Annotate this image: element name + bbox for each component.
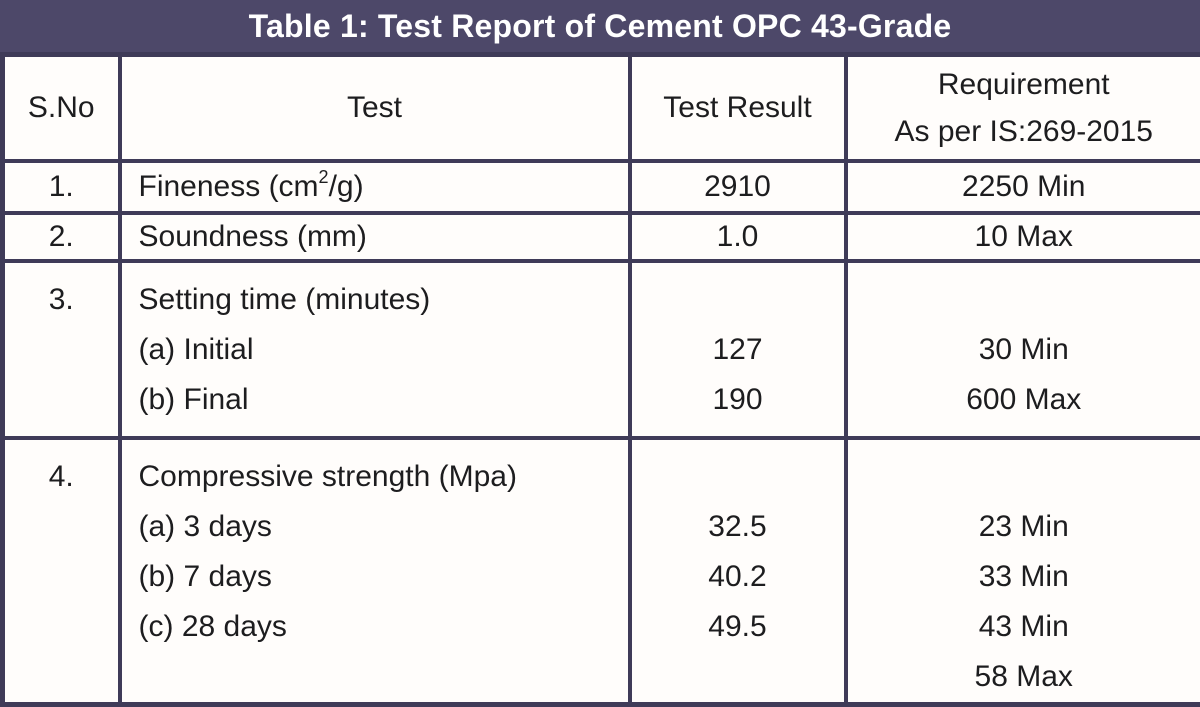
cell-test-name: Fineness (cm2/g) [120,161,630,213]
test-name-line: Compressive strength (Mpa) [139,452,628,502]
requirement-line-b: 600 Max [848,375,1200,425]
sno-text: 3. [5,275,118,325]
header-test: Test [120,55,630,161]
table-row-soundness: 2. Soundness (mm) 1.0 10 Max [3,213,1200,261]
requirement-line-a: 23 Min [848,502,1200,552]
requirement-line-a: 30 Min [848,325,1200,375]
result-line-c: 49.5 [632,602,844,652]
sno-text: 4. [5,452,118,502]
test-name-prefix: Fineness (cm [139,170,319,203]
cell-sno: 2. [3,213,120,261]
cell-requirement: 10 Max [846,213,1200,261]
cell-test-name: Compressive strength (Mpa) (a) 3 days (b… [120,438,630,705]
header-sno: S.No [3,55,120,161]
requirement-line-max: 58 Max [848,652,1200,702]
header-test-result: Test Result [630,55,846,161]
result-line-blank [632,452,844,502]
test-report-table: S.No Test Test Result Requirement As per… [0,52,1200,707]
result-line-a: 32.5 [632,502,844,552]
header-row: S.No Test Test Result Requirement As per… [3,55,1200,161]
result-line-b: 40.2 [632,552,844,602]
test-subitem-c: (c) 28 days [139,602,628,652]
header-requirement-line2: As per IS:269-2015 [848,108,1200,155]
unit-superscript: 2 [319,167,329,187]
cell-requirement: 23 Min 33 Min 43 Min 58 Max [846,438,1200,705]
result-line-a: 127 [632,325,844,375]
test-subitem-b: (b) Final [139,375,628,425]
cell-test-name: Soundness (mm) [120,213,630,261]
table-row-setting-time: 3. Setting time (minutes) (a) Initial (b… [3,261,1200,438]
table-row-fineness: 1. Fineness (cm2/g) 2910 2250 Min [3,161,1200,213]
cell-sno: 1. [3,161,120,213]
cell-test-result: 1.0 [630,213,846,261]
table-title: Table 1: Test Report of Cement OPC 43-Gr… [0,0,1200,52]
header-requirement: Requirement As per IS:269-2015 [846,55,1200,161]
cell-sno: 4. [3,438,120,705]
cell-test-result: 127 190 [630,261,846,438]
test-name-suffix: /g) [329,170,364,203]
test-subitem-a: (a) 3 days [139,502,628,552]
cell-test-name: Setting time (minutes) (a) Initial (b) F… [120,261,630,438]
cell-requirement: 2250 Min [846,161,1200,213]
cell-test-result: 2910 [630,161,846,213]
cell-test-result: 32.5 40.2 49.5 [630,438,846,705]
test-subitem-a: (a) Initial [139,325,628,375]
test-subitem-b: (b) 7 days [139,552,628,602]
result-line-b: 190 [632,375,844,425]
requirement-line-c: 43 Min [848,602,1200,652]
requirement-line-b: 33 Min [848,552,1200,602]
requirement-line-blank [848,275,1200,325]
test-name-line: Setting time (minutes) [139,275,628,325]
result-line-blank [632,275,844,325]
cell-sno: 3. [3,261,120,438]
header-requirement-line1: Requirement [848,61,1200,108]
requirement-line-blank [848,452,1200,502]
cell-requirement: 30 Min 600 Max [846,261,1200,438]
table-row-compressive-strength: 4. Compressive strength (Mpa) (a) 3 days… [3,438,1200,705]
